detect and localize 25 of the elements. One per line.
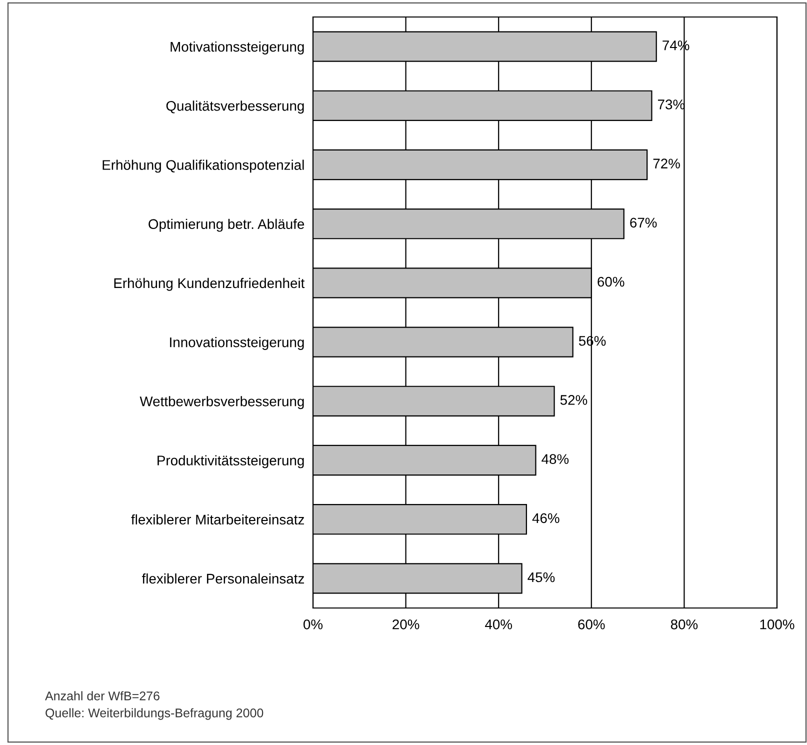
y-tick-label: Wettbewerbsverbesserung: [140, 396, 304, 410]
x-tick-label: 20%: [392, 619, 420, 630]
x-tick-label: 80%: [670, 619, 698, 630]
data-label: 46%: [532, 513, 560, 524]
data-label: 52%: [560, 395, 588, 405]
y-tick-label: Innovationssteigerung: [170, 337, 304, 350]
y-tick-label: Motivationssteigerung: [170, 42, 304, 54]
y-tick-label: Erhöhung Qualifikationspotenzial: [102, 160, 304, 173]
data-label: 48%: [542, 454, 569, 464]
data-label: 45%: [528, 572, 555, 582]
y-tick-label: Erhöhung Kundenzufriedenheit: [114, 278, 305, 291]
y-tick-label: flexiblerer Mitarbeitereinsatz: [131, 514, 304, 525]
x-tick-label: 40%: [485, 619, 512, 630]
x-tick-label: 60%: [578, 619, 605, 630]
text: Anzahl der WfB=276: [45, 691, 160, 700]
data-label: 60%: [598, 276, 624, 287]
x-tick-label: 100%: [760, 619, 794, 630]
data-label: 67%: [630, 218, 657, 228]
source-note: Quelle: Weiterbildungs-Befragung 2000: [46, 708, 264, 720]
x-tick-label: 0%: [304, 619, 323, 630]
y-tick-label: Qualitätsverbesserung: [166, 100, 304, 114]
y-tick-label: Produktivitätssteigerung: [158, 455, 304, 468]
data-label: 72%: [653, 158, 680, 168]
y-tick-label: Optimierung betr. Abläufe: [148, 218, 304, 232]
y-tick-label: flexiblerer Personaleinsatz: [142, 573, 304, 584]
